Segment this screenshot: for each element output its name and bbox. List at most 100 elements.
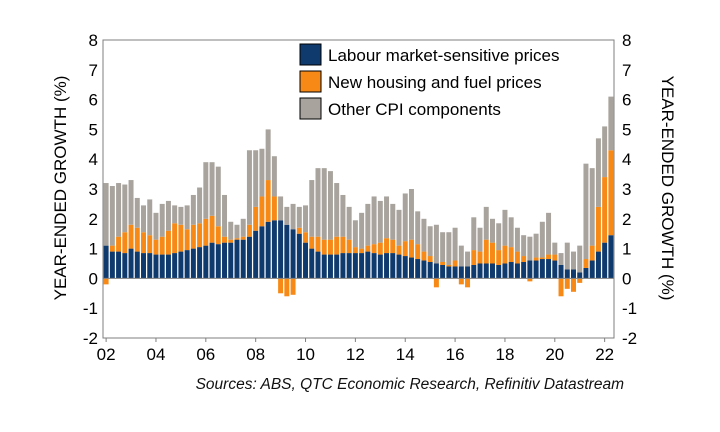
bar-other-23 bbox=[246, 150, 252, 225]
x-tick-label: 18 bbox=[495, 345, 514, 364]
bar-labour-31 bbox=[296, 233, 302, 279]
bar-housing-50 bbox=[415, 244, 421, 260]
right-y-ticks: -2 -1 0 1 2 3 4 5 6 7 8 bbox=[622, 31, 637, 348]
bar-other-3 bbox=[122, 184, 128, 233]
bar-housing-56 bbox=[452, 260, 458, 267]
x-tick-label: 14 bbox=[396, 345, 415, 364]
bar-labour-49 bbox=[408, 257, 414, 279]
bar-labour-67 bbox=[521, 262, 527, 279]
bar-other-53 bbox=[433, 224, 439, 264]
bar-labour-71 bbox=[546, 259, 552, 279]
legend-swatch-housing bbox=[299, 70, 322, 93]
bar-other-0 bbox=[103, 183, 109, 246]
bar-other-33 bbox=[309, 180, 315, 237]
bar-labour-69 bbox=[533, 260, 539, 279]
y-tick-left: -1 bbox=[83, 299, 98, 318]
bar-labour-50 bbox=[415, 259, 421, 279]
y-tick-right: 4 bbox=[622, 150, 631, 169]
bar-other-58 bbox=[465, 251, 471, 267]
bar-labour-72 bbox=[552, 260, 558, 279]
bar-housing-14 bbox=[190, 224, 196, 249]
bar-labour-78 bbox=[589, 260, 595, 279]
bar-other-30 bbox=[290, 203, 296, 230]
bar-other-15 bbox=[197, 187, 203, 224]
bar-labour-51 bbox=[421, 260, 427, 279]
bar-labour-6 bbox=[141, 253, 146, 279]
bar-housing-27 bbox=[271, 196, 277, 221]
bar-housing-19 bbox=[222, 236, 228, 243]
bar-labour-79 bbox=[595, 251, 601, 279]
bar-housing-57 bbox=[458, 278, 464, 285]
bar-labour-4 bbox=[128, 248, 134, 279]
bar-housing-0 bbox=[103, 278, 109, 285]
x-tick-label: 12 bbox=[346, 345, 365, 364]
bar-housing-52 bbox=[427, 256, 433, 263]
bar-housing-36 bbox=[327, 239, 333, 255]
bar-housing-12 bbox=[178, 224, 184, 252]
bar-other-76 bbox=[577, 245, 583, 273]
bar-other-41 bbox=[359, 212, 365, 249]
bar-housing-45 bbox=[384, 238, 390, 254]
bar-other-34 bbox=[315, 168, 321, 237]
bar-other-54 bbox=[440, 232, 446, 263]
bar-labour-66 bbox=[514, 263, 520, 279]
bar-other-35 bbox=[321, 168, 327, 240]
bar-housing-68 bbox=[527, 278, 533, 282]
bar-other-75 bbox=[571, 251, 576, 270]
bar-housing-13 bbox=[184, 229, 190, 251]
bar-housing-10 bbox=[165, 230, 171, 255]
bar-labour-22 bbox=[240, 239, 246, 279]
bar-labour-75 bbox=[571, 269, 576, 279]
bar-housing-37 bbox=[334, 236, 340, 255]
bar-housing-2 bbox=[116, 236, 122, 252]
bar-labour-70 bbox=[539, 259, 545, 279]
bar-housing-31 bbox=[296, 227, 302, 234]
bar-labour-42 bbox=[365, 251, 371, 279]
bar-housing-48 bbox=[402, 241, 408, 257]
bar-housing-55 bbox=[446, 264, 452, 267]
bar-housing-11 bbox=[172, 223, 178, 254]
bar-housing-80 bbox=[602, 177, 608, 243]
x-tick-label: 08 bbox=[246, 345, 265, 364]
bar-labour-24 bbox=[253, 230, 259, 279]
plot-frame bbox=[102, 39, 615, 339]
y-tick-left: 4 bbox=[89, 150, 98, 169]
bar-other-60 bbox=[477, 227, 483, 252]
bar-labour-34 bbox=[315, 251, 321, 279]
bar-other-10 bbox=[165, 200, 171, 231]
bar-other-25 bbox=[259, 148, 265, 197]
bar-housing-16 bbox=[203, 218, 209, 246]
bar-housing-26 bbox=[265, 180, 271, 222]
bar-labour-5 bbox=[134, 251, 140, 279]
bar-other-7 bbox=[147, 199, 153, 236]
bar-other-24 bbox=[253, 150, 259, 207]
bar-housing-59 bbox=[471, 250, 477, 265]
bar-other-78 bbox=[589, 168, 595, 246]
bar-housing-79 bbox=[595, 206, 601, 252]
bar-housing-3 bbox=[122, 232, 128, 254]
bar-housing-15 bbox=[197, 223, 203, 248]
bar-other-55 bbox=[446, 232, 452, 265]
bar-labour-52 bbox=[427, 262, 433, 279]
legend-label-labour: Labour market-sensitive prices bbox=[328, 46, 559, 65]
legend-label-housing: New housing and fuel prices bbox=[328, 73, 542, 92]
bar-housing-41 bbox=[359, 248, 365, 254]
bar-labour-14 bbox=[190, 248, 196, 279]
bar-labour-3 bbox=[122, 253, 128, 279]
bar-housing-62 bbox=[489, 242, 495, 264]
bar-labour-32 bbox=[303, 242, 309, 279]
y-tick-left: 2 bbox=[89, 210, 98, 229]
bar-labour-29 bbox=[284, 224, 290, 279]
bar-housing-38 bbox=[340, 236, 346, 254]
bar-labour-58 bbox=[465, 266, 471, 279]
bar-housing-60 bbox=[477, 251, 483, 264]
bar-housing-33 bbox=[309, 236, 315, 249]
bar-other-74 bbox=[564, 242, 570, 270]
bar-housing-49 bbox=[408, 239, 414, 258]
bar-other-12 bbox=[178, 206, 184, 225]
bar-housing-21 bbox=[234, 238, 240, 240]
bar-labour-27 bbox=[271, 220, 277, 279]
bar-labour-20 bbox=[228, 242, 234, 279]
left-y-ticks: -2 -1 0 1 2 3 4 5 6 7 8 bbox=[83, 31, 98, 348]
bar-housing-39 bbox=[346, 239, 352, 254]
